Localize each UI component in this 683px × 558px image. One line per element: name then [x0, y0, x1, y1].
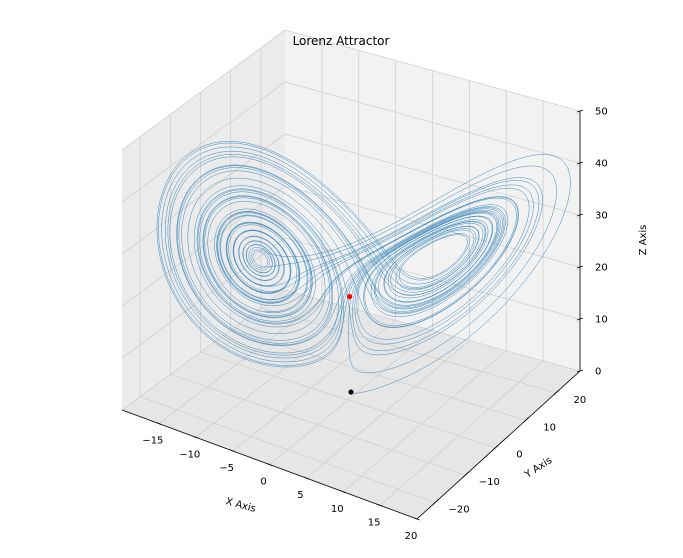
z-tick-label: 30: [595, 211, 608, 222]
grid-line: [200, 351, 496, 449]
y-tick-label: −20: [449, 505, 470, 516]
x-axis-label: X Axis: [224, 496, 257, 515]
x-tick-label: −15: [142, 436, 163, 447]
z-axis-ticks: 0 10 20 30 40 50: [576, 107, 608, 378]
x-tick-mark: [303, 476, 310, 480]
y-axis-ticks: −20 −10 0 10 20: [432, 389, 586, 516]
grid-lines: [121, 29, 581, 520]
x-tick-mark: [266, 463, 273, 466]
grid-line: [269, 330, 433, 465]
y-axis-label: Y Axis: [522, 455, 554, 481]
grid-line: [121, 133, 286, 255]
z-tick-mark: [576, 317, 584, 321]
z-tick-label: 50: [595, 107, 608, 118]
y-tick-mark: [493, 444, 499, 451]
x-tick-mark: [193, 435, 199, 439]
x-axis-ticks: −15 −10 −5 0 5 10 15 20: [142, 422, 420, 542]
x-tick-label: 15: [368, 517, 381, 528]
grid-line: [284, 289, 581, 372]
y-tick-label: 0: [516, 450, 522, 461]
marker-point: [347, 293, 353, 300]
y-tick-mark: [553, 389, 560, 396]
grid-line: [195, 309, 359, 438]
x-tick-label: 5: [297, 490, 303, 501]
floor-pane: [122, 290, 580, 519]
y-tick-mark: [463, 471, 469, 478]
grid-line: [158, 299, 323, 424]
chart-title: Lorenz Attractor: [293, 34, 390, 48]
x-tick-mark: [414, 517, 420, 521]
z-tick-mark: [576, 213, 584, 217]
y-tick-mark: [432, 499, 439, 505]
grid-line: [121, 81, 286, 203]
x-tick-label: 0: [260, 477, 266, 488]
y-tick-label: 20: [573, 395, 586, 406]
grid-line: [284, 133, 581, 216]
x-tick-label: −10: [179, 449, 200, 460]
grid-line: [284, 237, 581, 320]
y-tick-label: 10: [543, 422, 556, 433]
grid-line: [232, 320, 396, 452]
grid-line: [139, 396, 436, 503]
x-tick-mark: [377, 504, 383, 507]
grid-line: [170, 374, 466, 476]
grid-line: [342, 350, 507, 493]
x-tick-label: −5: [219, 463, 234, 474]
y-tick-mark: [523, 417, 529, 423]
z-tick-mark: [576, 109, 584, 113]
marker-point: [348, 389, 354, 395]
grid-line: [121, 237, 286, 359]
grid-line: [306, 340, 470, 479]
z-tick-mark: [576, 161, 584, 165]
grid-line: [284, 29, 581, 112]
grid-line: [379, 360, 544, 506]
markers: [347, 293, 354, 395]
x-tick-mark: [156, 422, 162, 425]
x-tick-label: 20: [405, 531, 418, 542]
z-axis-label: Z Axis: [638, 225, 649, 256]
panes: [122, 30, 580, 519]
lorenz-trajectory: [156, 140, 571, 394]
z-tick-mark: [576, 265, 584, 269]
z-tick-label: 0: [595, 367, 601, 378]
grid-line: [260, 307, 556, 394]
z-tick-mark: [576, 369, 584, 373]
y-tick-label: −10: [479, 477, 500, 488]
z-tick-label: 20: [595, 263, 608, 274]
x-tick-mark: [229, 449, 236, 453]
grid-line: [284, 81, 581, 164]
grid-line: [121, 29, 286, 151]
z-tick-label: 10: [595, 315, 608, 326]
x-tick-label: 10: [331, 504, 344, 515]
x-tick-mark: [340, 490, 346, 494]
z-tick-label: 40: [595, 159, 608, 170]
